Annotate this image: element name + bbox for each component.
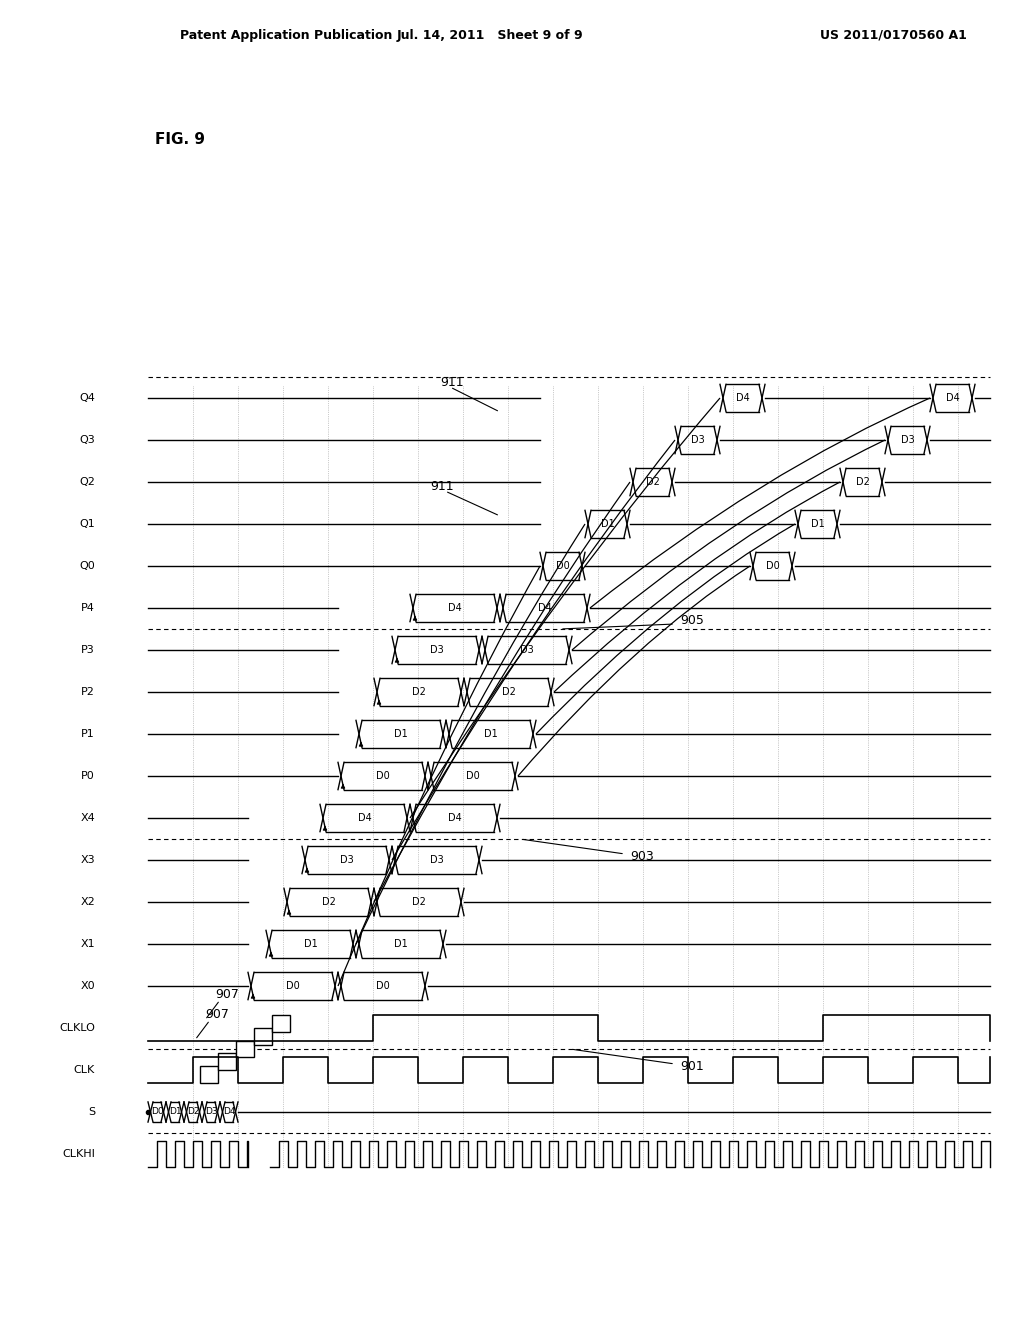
- Text: P4: P4: [81, 603, 95, 612]
- Text: P0: P0: [81, 771, 95, 781]
- Text: D0: D0: [466, 771, 480, 781]
- Text: D3: D3: [430, 645, 443, 655]
- Text: D1: D1: [601, 519, 614, 529]
- Text: D0: D0: [151, 1107, 163, 1117]
- Text: Patent Application Publication: Patent Application Publication: [180, 29, 392, 41]
- Bar: [254, 1028, 272, 1045]
- Text: CLKLO: CLKLO: [59, 1023, 95, 1034]
- Text: X4: X4: [80, 813, 95, 822]
- Text: Q0: Q0: [79, 561, 95, 572]
- Text: D0: D0: [376, 981, 390, 991]
- Text: D2: D2: [186, 1107, 200, 1117]
- Text: 903: 903: [630, 850, 653, 863]
- Text: FIG. 9: FIG. 9: [155, 132, 205, 148]
- Text: D3: D3: [340, 855, 354, 865]
- Text: Q3: Q3: [79, 436, 95, 445]
- Text: D4: D4: [358, 813, 372, 822]
- Bar: [272, 1015, 290, 1032]
- Text: 911: 911: [440, 375, 464, 388]
- Text: X3: X3: [80, 855, 95, 865]
- Text: D0: D0: [766, 561, 779, 572]
- Bar: [218, 1053, 236, 1071]
- Text: CLKHI: CLKHI: [62, 1148, 95, 1159]
- Text: D4: D4: [945, 393, 959, 403]
- Text: P3: P3: [81, 645, 95, 655]
- Text: D1: D1: [811, 519, 824, 529]
- Text: Jul. 14, 2011   Sheet 9 of 9: Jul. 14, 2011 Sheet 9 of 9: [396, 29, 584, 41]
- Text: X2: X2: [80, 898, 95, 907]
- Text: D3: D3: [430, 855, 443, 865]
- Text: D4: D4: [223, 1107, 236, 1117]
- Text: D2: D2: [856, 477, 869, 487]
- Text: D2: D2: [412, 898, 426, 907]
- Text: Q1: Q1: [79, 519, 95, 529]
- Bar: [200, 1065, 218, 1082]
- Text: P2: P2: [81, 686, 95, 697]
- Text: D1: D1: [169, 1107, 181, 1117]
- Text: S: S: [88, 1107, 95, 1117]
- Text: D3: D3: [205, 1107, 217, 1117]
- Bar: [236, 1040, 254, 1057]
- Text: US 2011/0170560 A1: US 2011/0170560 A1: [820, 29, 967, 41]
- Text: D3: D3: [520, 645, 534, 655]
- Text: D2: D2: [645, 477, 659, 487]
- Text: D3: D3: [901, 436, 914, 445]
- Text: D2: D2: [502, 686, 516, 697]
- Text: X0: X0: [80, 981, 95, 991]
- Text: D2: D2: [323, 898, 336, 907]
- Text: 911: 911: [430, 479, 454, 492]
- Text: CLK: CLK: [74, 1065, 95, 1074]
- Text: P1: P1: [81, 729, 95, 739]
- Text: D1: D1: [394, 939, 408, 949]
- Text: Q4: Q4: [79, 393, 95, 403]
- Text: D1: D1: [484, 729, 498, 739]
- Text: D4: D4: [539, 603, 552, 612]
- Text: 907: 907: [205, 1008, 229, 1022]
- Text: 905: 905: [680, 615, 703, 627]
- Text: D1: D1: [304, 939, 317, 949]
- Text: 901: 901: [680, 1060, 703, 1073]
- Text: D4: D4: [449, 813, 462, 822]
- Text: D2: D2: [412, 686, 426, 697]
- Text: D1: D1: [394, 729, 408, 739]
- Text: D4: D4: [735, 393, 750, 403]
- Text: D0: D0: [556, 561, 569, 572]
- Text: Q2: Q2: [79, 477, 95, 487]
- Text: X1: X1: [80, 939, 95, 949]
- Text: D0: D0: [286, 981, 300, 991]
- Text: D3: D3: [690, 436, 705, 445]
- Text: D0: D0: [376, 771, 390, 781]
- Text: D4: D4: [449, 603, 462, 612]
- Text: 907: 907: [215, 989, 239, 1002]
